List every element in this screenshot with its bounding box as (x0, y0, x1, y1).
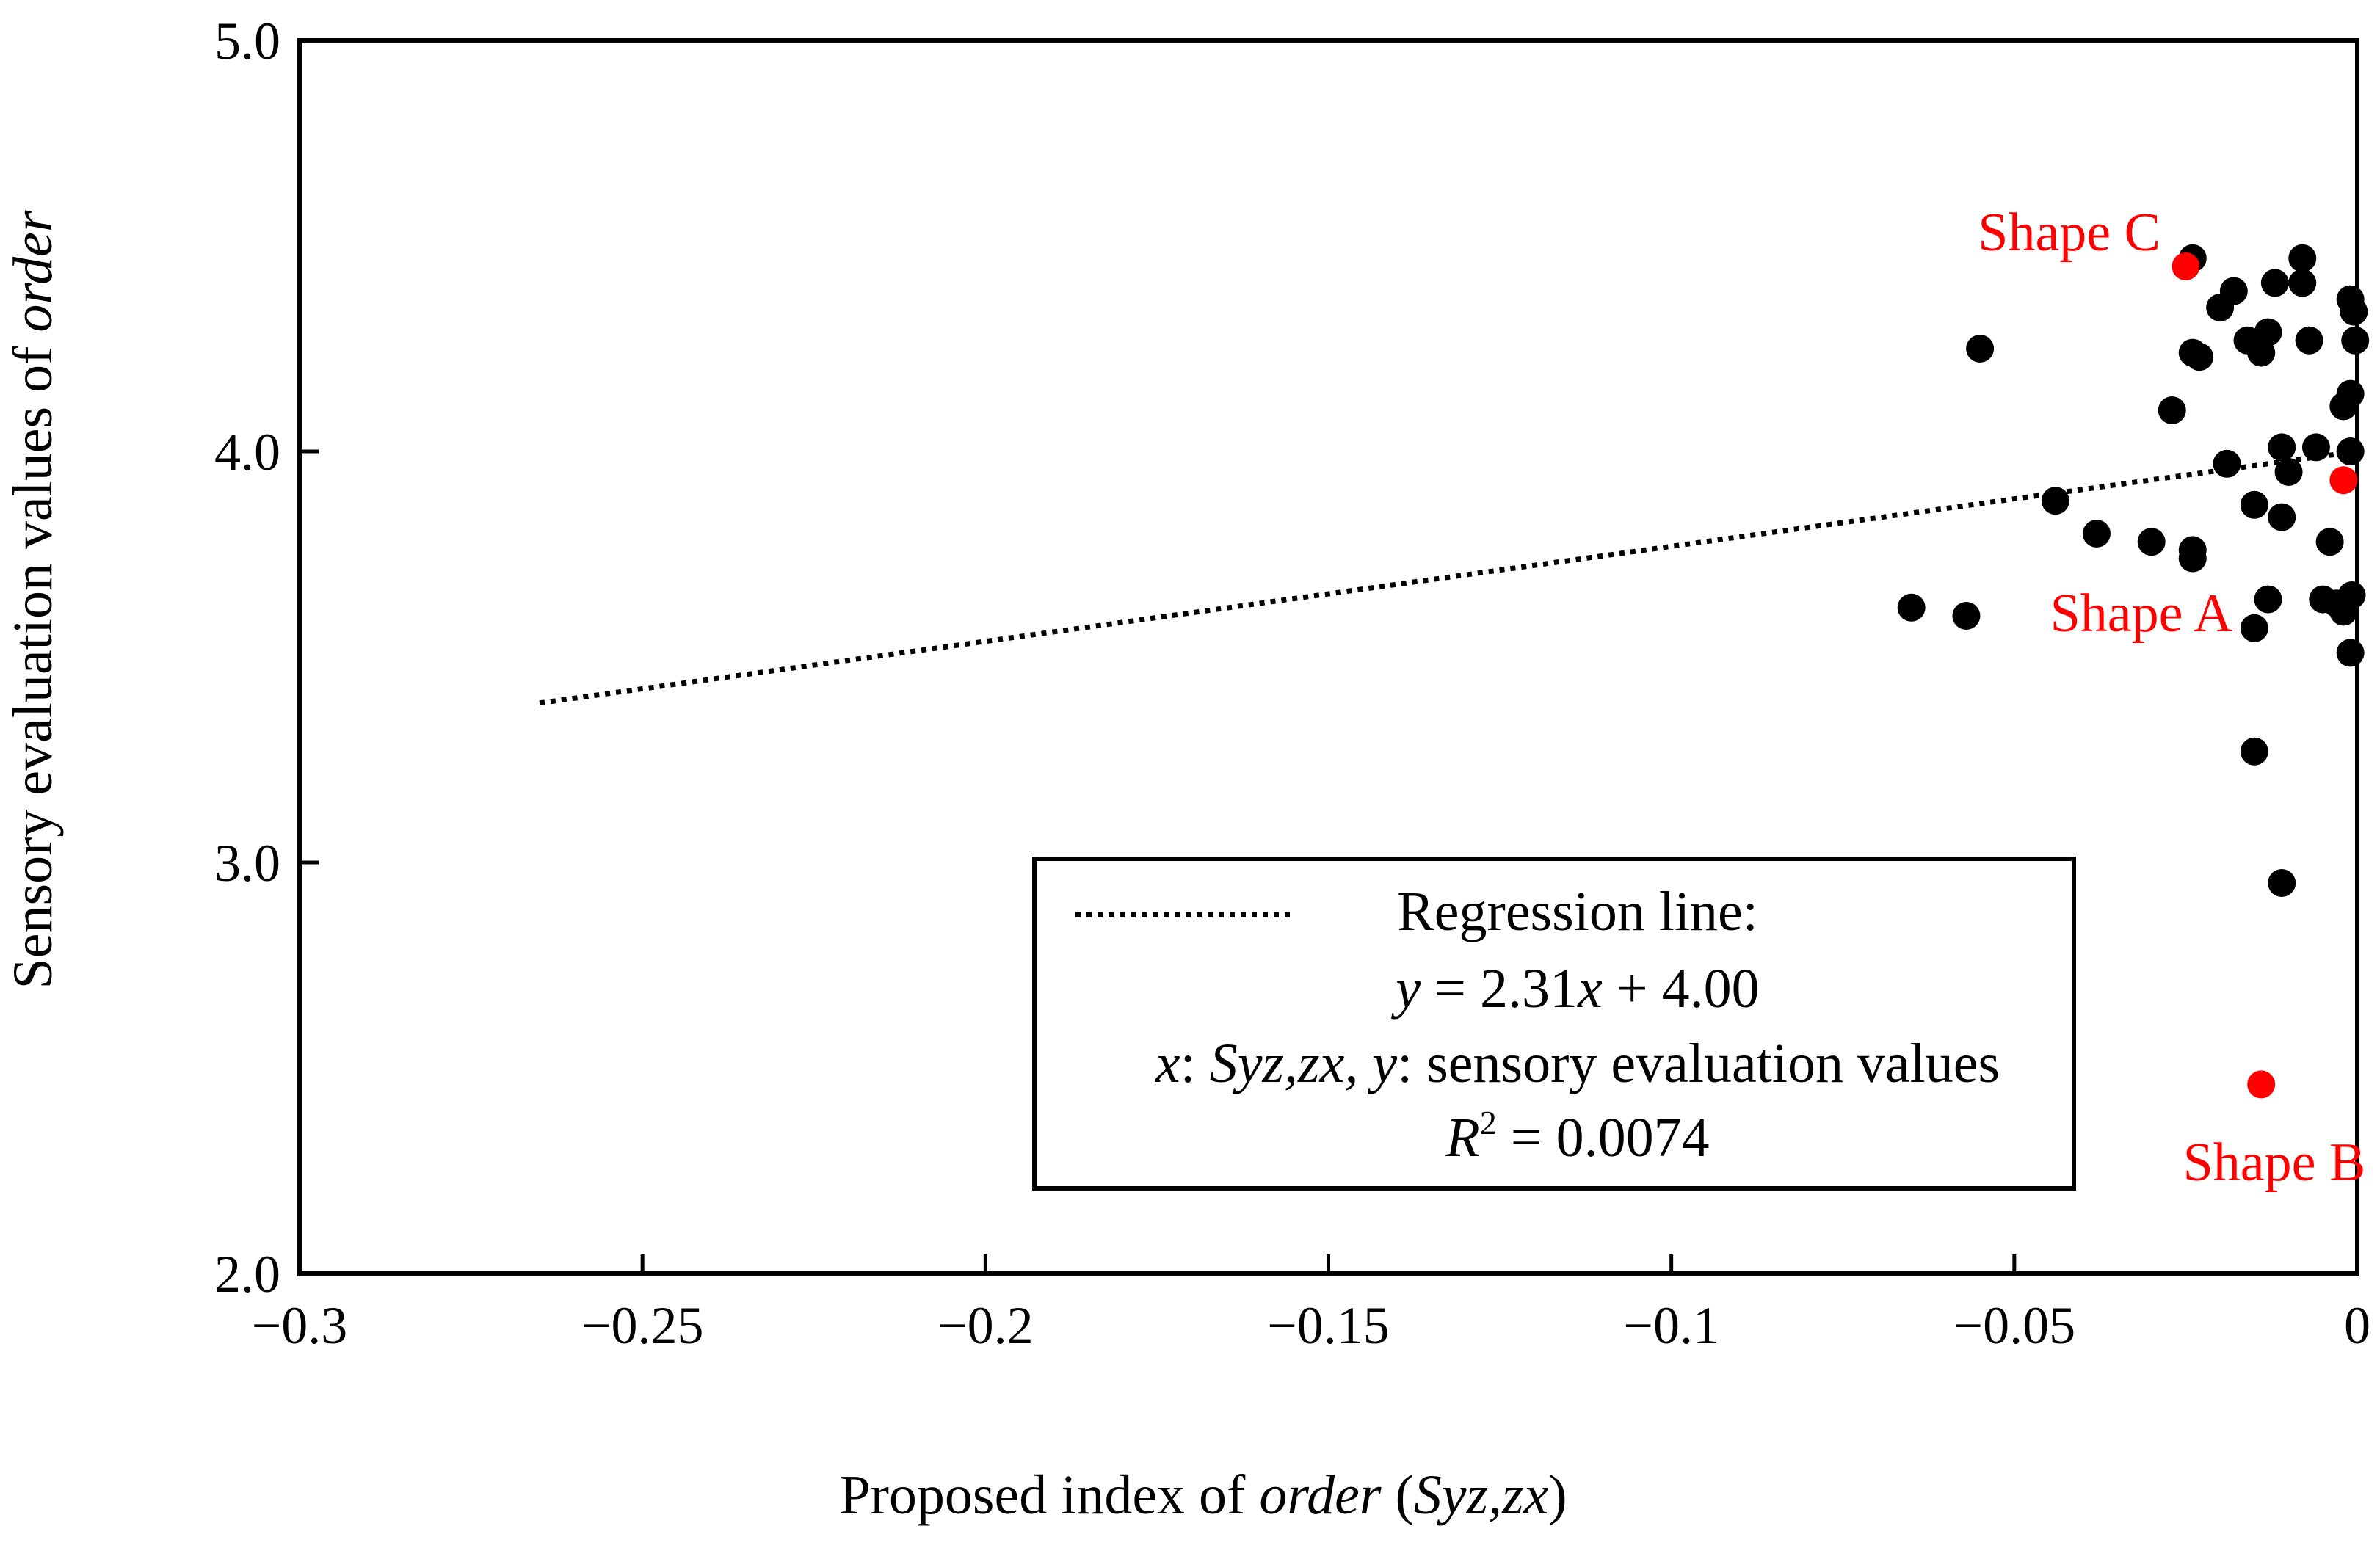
data-point (2137, 528, 2166, 556)
data-point (2240, 614, 2268, 642)
data-point (2240, 737, 2268, 766)
highlighted-point-shape-b (2247, 1070, 2276, 1099)
x-axis-title: Proposed index of order (Syz,zx) (839, 1464, 1567, 1526)
legend-equation: y = 2.31x + 4.00 (1390, 958, 1759, 1020)
data-point (2185, 343, 2214, 371)
annotation-shape-b: Shape B (2183, 1133, 2366, 1193)
data-point (2260, 269, 2289, 297)
data-point (2268, 869, 2296, 897)
data-point (2341, 326, 2370, 355)
data-point (2178, 544, 2207, 573)
data-point (2268, 433, 2296, 462)
data-point (2082, 520, 2111, 548)
x-tick-label: −0.15 (1267, 1296, 1390, 1355)
y-tick-label: 5.0 (214, 12, 280, 70)
data-point (2288, 269, 2317, 297)
legend-line-label: Regression line: (1397, 881, 1758, 942)
data-point (2340, 297, 2368, 326)
data-point (2206, 294, 2235, 321)
data-point (1966, 335, 1995, 363)
data-point (2336, 639, 2365, 667)
data-point (2041, 487, 2069, 515)
legend-r-squared: R2 = 0.0074 (1445, 1104, 1709, 1169)
y-tick-label: 3.0 (214, 834, 280, 893)
highlighted-point-shape-a (2329, 466, 2358, 495)
data-points (1897, 244, 2370, 897)
highlighted-points (2172, 252, 2358, 1099)
y-tick-label: 2.0 (214, 1245, 280, 1304)
x-tick-label: −0.1 (1623, 1296, 1719, 1355)
data-point (2247, 338, 2276, 367)
x-tick-label: −0.3 (252, 1296, 348, 1355)
x-tick-label: −0.25 (581, 1296, 704, 1355)
data-point (2329, 597, 2358, 626)
legend: Regression line: y = 2.31x + 4.00 x: Syz… (1032, 857, 2076, 1191)
y-axis-ticks: 2.0 3.0 4.0 5.0 (214, 12, 319, 1304)
data-point (2288, 244, 2317, 272)
data-point (2213, 449, 2241, 478)
data-point (2268, 503, 2296, 531)
y-tick-label: 4.0 (214, 423, 280, 481)
data-point (1952, 602, 1981, 630)
annotation-shape-c: Shape C (1978, 203, 2160, 263)
x-tick-label: −0.05 (1953, 1296, 2076, 1355)
data-point (2315, 528, 2344, 556)
x-tick-label: 0 (2344, 1296, 2370, 1355)
data-point (2274, 458, 2303, 486)
data-point (2329, 392, 2358, 421)
data-point (2254, 585, 2282, 614)
data-point (2295, 326, 2323, 355)
data-point (2336, 437, 2365, 465)
legend-definitions: x: Syz,zx, y: sensory evaluation values (1155, 1033, 2000, 1094)
data-point (1897, 593, 1926, 622)
data-point (2158, 396, 2186, 424)
highlighted-point-shape-c (2172, 252, 2200, 280)
y-axis-title: Sensory evaluation values of order (2, 210, 64, 989)
x-tick-label: −0.2 (937, 1296, 1034, 1355)
annotation-shape-a: Shape A (2050, 584, 2233, 644)
regression-line (539, 448, 2358, 706)
x-axis-ticks: −0.3 −0.25 −0.2 −0.15 −0.1 −0.05 0 (252, 1254, 2370, 1355)
data-point (2301, 433, 2330, 462)
data-point (2240, 490, 2268, 519)
